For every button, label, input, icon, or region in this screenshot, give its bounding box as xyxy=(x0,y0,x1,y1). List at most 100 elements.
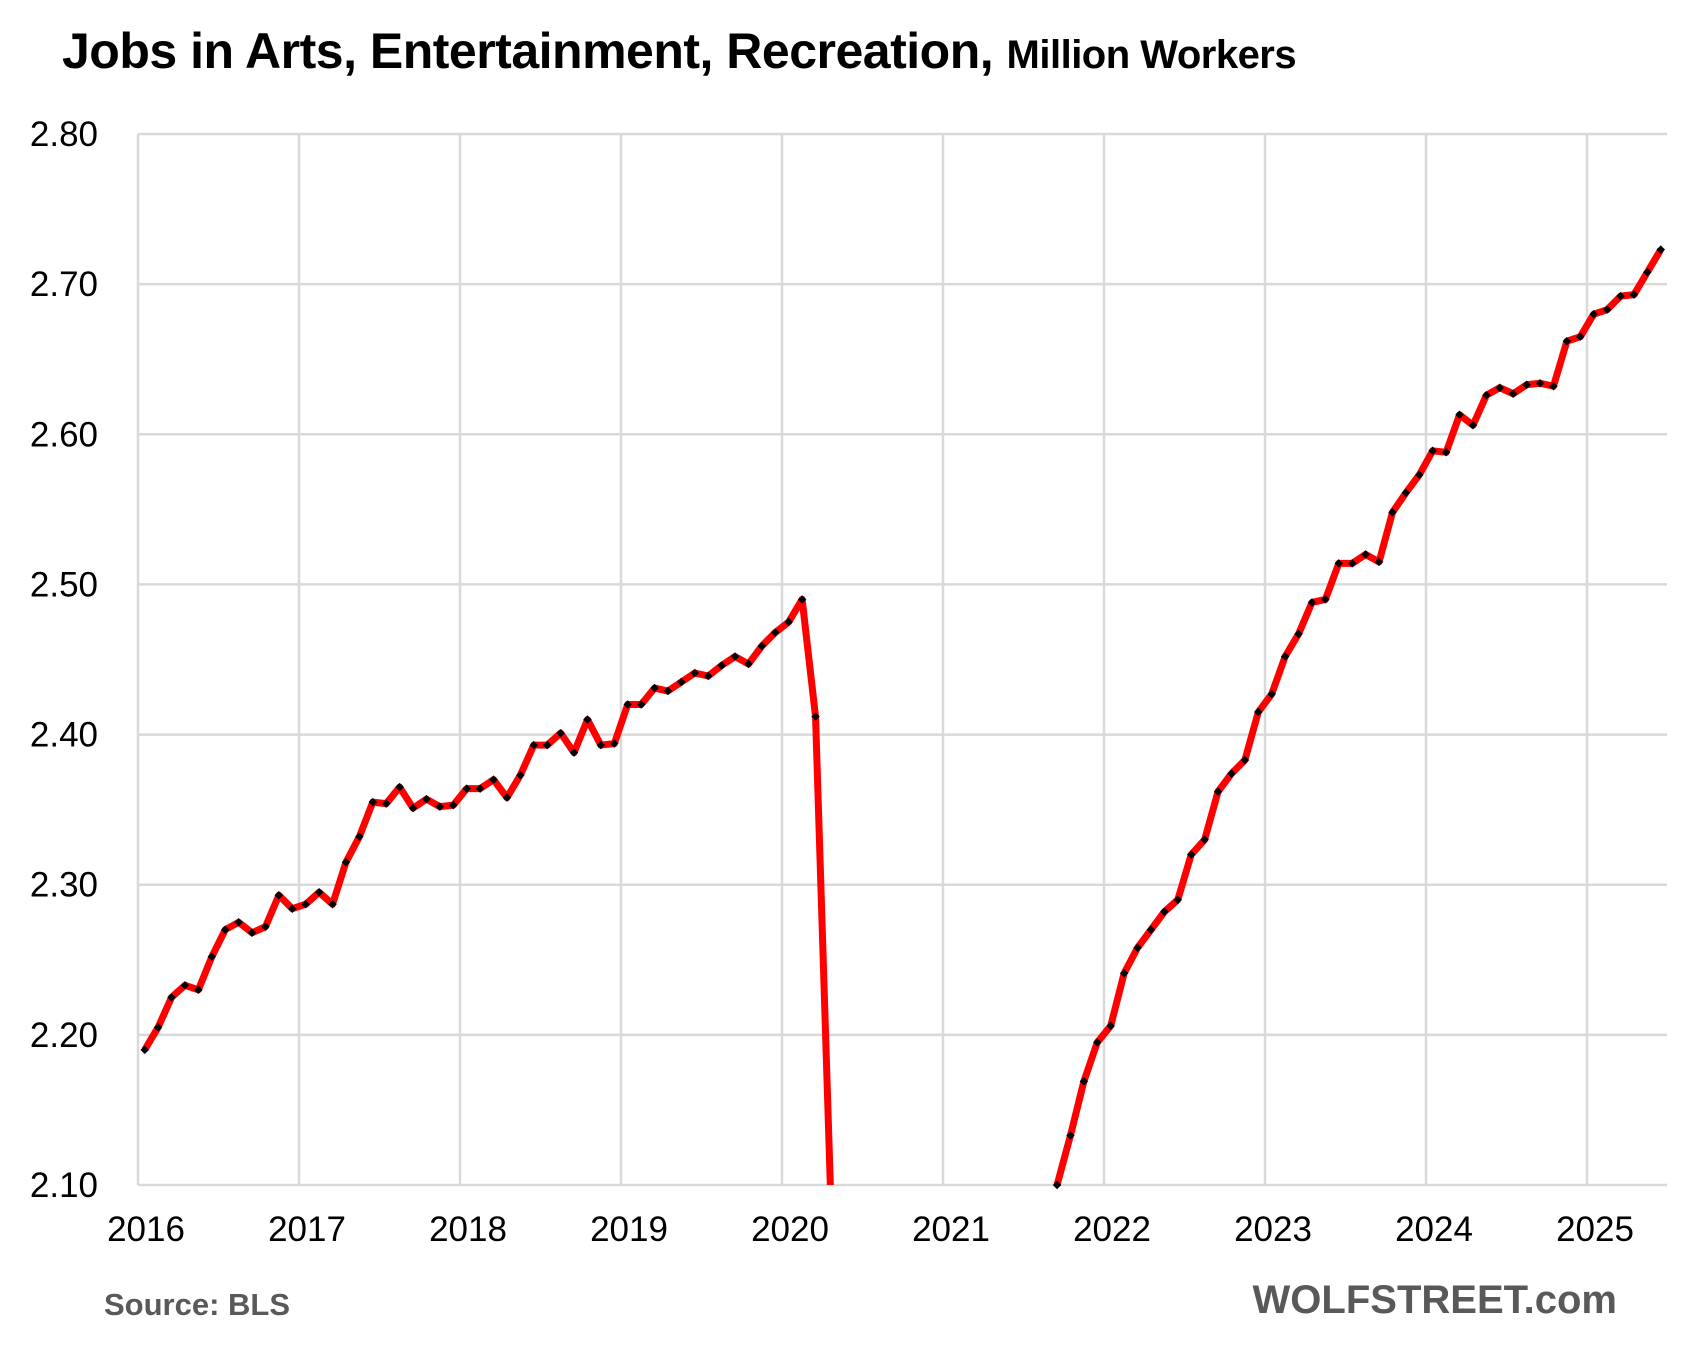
data-point xyxy=(1401,488,1411,498)
x-tick-label: 2018 xyxy=(429,1210,507,1249)
data-point xyxy=(610,739,619,748)
y-tick-label: 2.80 xyxy=(30,115,98,154)
data-point xyxy=(1589,309,1598,319)
data-point xyxy=(1455,410,1464,420)
data-point xyxy=(1213,787,1223,796)
y-tick-label: 2.70 xyxy=(30,265,98,304)
brand-watermark: WOLFSTREET.com xyxy=(1252,1278,1617,1322)
x-tick-label: 2020 xyxy=(751,1210,829,1249)
data-point xyxy=(717,661,726,670)
x-tick-label: 2019 xyxy=(590,1210,668,1249)
x-tick-label: 2025 xyxy=(1556,1210,1634,1249)
data-point xyxy=(516,770,525,780)
data-point xyxy=(1186,850,1196,859)
data-point xyxy=(1079,1077,1089,1086)
y-tick-label: 2.60 xyxy=(30,415,98,454)
data-point xyxy=(636,700,646,709)
data-point xyxy=(1093,1038,1102,1047)
data-point xyxy=(744,659,753,669)
data-point xyxy=(811,712,820,721)
data-point xyxy=(1173,895,1183,904)
data-point xyxy=(1240,755,1250,765)
title-units: Million Workers xyxy=(1006,33,1297,77)
data-point xyxy=(422,794,431,804)
data-point xyxy=(730,652,740,661)
y-tick-label: 2.50 xyxy=(30,565,98,604)
data-point xyxy=(1267,689,1276,699)
data-point xyxy=(1562,336,1572,346)
data-point xyxy=(623,700,632,709)
data-point xyxy=(1321,595,1330,604)
data-point xyxy=(288,904,297,913)
data-point xyxy=(395,782,404,792)
x-tick-label: 2017 xyxy=(268,1210,346,1249)
y-tick-label: 2.20 xyxy=(30,1016,98,1055)
y-tick-label: 2.30 xyxy=(30,866,98,905)
data-point xyxy=(408,803,418,813)
data-point xyxy=(650,683,659,693)
data-point xyxy=(690,668,700,678)
data-point xyxy=(529,740,539,750)
data-point xyxy=(1441,448,1451,457)
data-point xyxy=(341,857,351,867)
data-point xyxy=(1535,378,1545,388)
data-point xyxy=(314,887,324,897)
data-point xyxy=(1522,380,1531,389)
data-point xyxy=(261,922,270,931)
x-tick-label: 2022 xyxy=(1073,1210,1151,1249)
data-point xyxy=(1602,305,1612,314)
x-tick-label: 2023 xyxy=(1234,1210,1312,1249)
data-point xyxy=(1066,1131,1075,1140)
data-point xyxy=(1294,629,1303,639)
source-label: Source: BLS xyxy=(104,1287,291,1322)
data-point xyxy=(596,740,606,750)
data-point xyxy=(1254,707,1263,717)
data-point xyxy=(1280,652,1290,661)
series-line xyxy=(141,595,834,1185)
data-point xyxy=(663,686,673,696)
data-point xyxy=(1415,470,1424,480)
data-point xyxy=(1052,1180,1062,1190)
data-point xyxy=(797,595,807,604)
data-point xyxy=(301,899,310,909)
data-point xyxy=(1629,290,1639,299)
y-tick-label: 2.10 xyxy=(30,1166,98,1205)
chart-title: Jobs in Arts, Entertainment, Recreation,… xyxy=(62,22,1297,80)
y-tick-label: 2.40 xyxy=(30,716,98,755)
data-point xyxy=(1616,291,1625,301)
data-point xyxy=(1307,598,1317,607)
title-main: Jobs in Arts, Entertainment, Recreation, xyxy=(62,23,994,79)
data-point xyxy=(381,799,391,808)
data-point xyxy=(1388,508,1397,517)
data-point xyxy=(1227,769,1236,778)
data-point xyxy=(1160,907,1169,916)
data-point xyxy=(1146,925,1156,934)
data-point xyxy=(703,671,713,681)
data-point xyxy=(1361,550,1370,559)
data-point xyxy=(583,715,592,724)
data-point xyxy=(368,797,378,807)
x-tick-label: 2024 xyxy=(1395,1210,1473,1249)
series-line xyxy=(1053,247,1664,1185)
data-point xyxy=(771,628,780,637)
data-point xyxy=(677,677,686,687)
x-tick-label: 2021 xyxy=(912,1210,990,1249)
data-point xyxy=(757,641,767,651)
data-point xyxy=(1374,557,1384,567)
data-point xyxy=(556,728,565,738)
data-point xyxy=(462,784,471,793)
data-point xyxy=(1347,559,1357,568)
data-point xyxy=(1508,389,1518,398)
x-tick-label: 2016 xyxy=(107,1210,185,1249)
data-point xyxy=(569,748,579,757)
data-point xyxy=(784,617,793,627)
data-point xyxy=(449,800,458,810)
data-point xyxy=(435,802,445,811)
data-point xyxy=(1200,835,1209,844)
data-point xyxy=(1334,559,1344,568)
data-point xyxy=(1643,267,1652,277)
data-point xyxy=(489,775,498,784)
data-point xyxy=(1468,421,1478,430)
data-point xyxy=(274,890,284,900)
